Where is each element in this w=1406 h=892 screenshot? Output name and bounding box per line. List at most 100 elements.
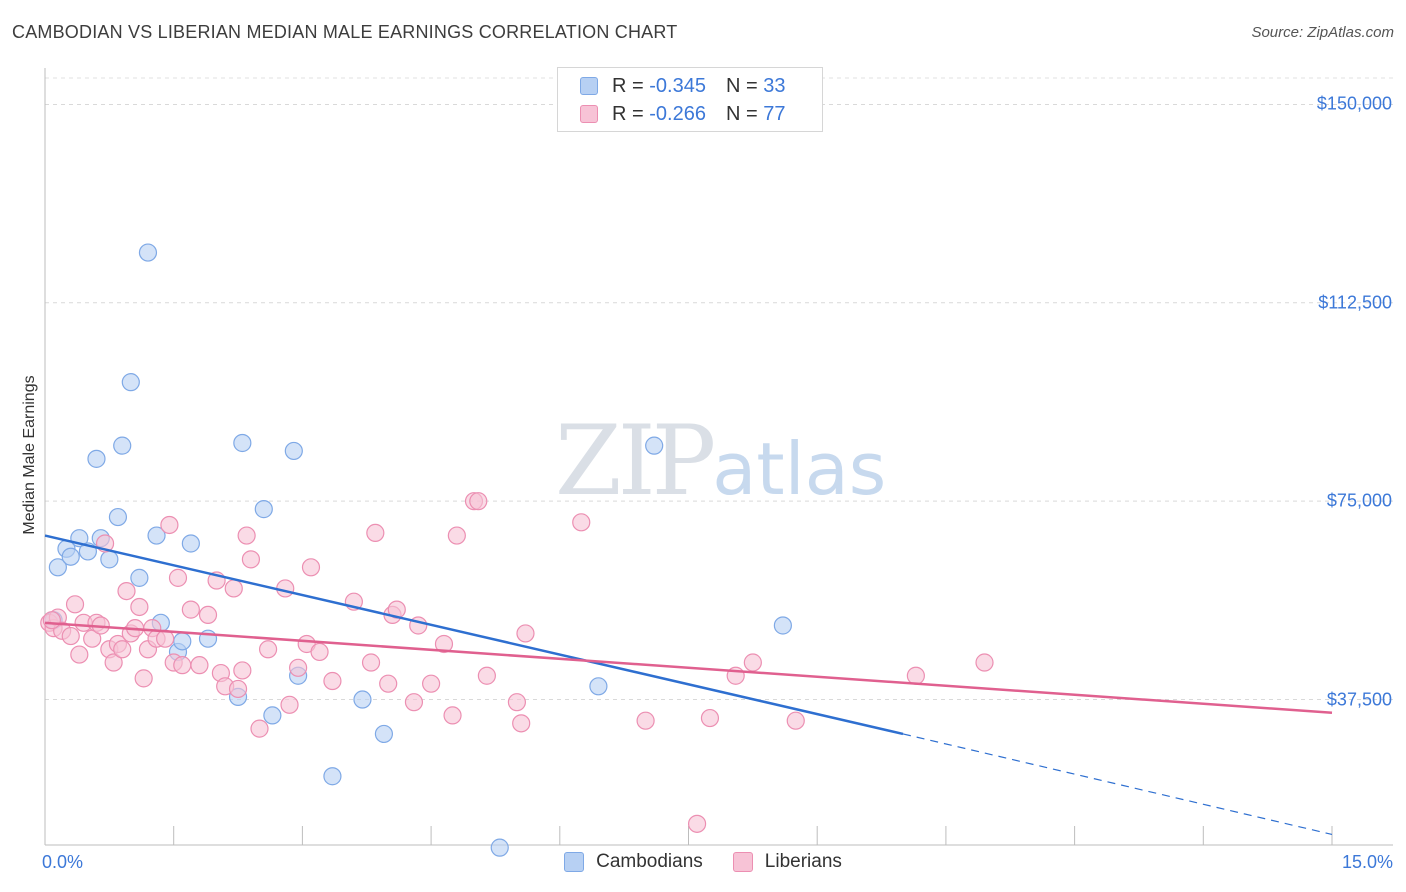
liberian-point-46 [301, 558, 321, 577]
liberian-point-70 [700, 708, 720, 728]
watermark: ZIPatlas [555, 405, 886, 517]
watermark-atlas: atlas [712, 427, 887, 511]
legend-row-liberians: R = -0.266 N = 77 [580, 100, 785, 128]
liberian-point-39 [241, 550, 261, 569]
liberian-point-60 [447, 526, 466, 545]
liberian-point-69 [687, 814, 707, 833]
cambodian-point-9 [108, 507, 128, 527]
cambodian-trend-extension [902, 733, 1333, 836]
legend-n-label: N = [725, 102, 758, 125]
series-legend: Cambodians Liberians [0, 851, 1406, 873]
source-label: Source: ZipAtlas.com [1251, 24, 1394, 41]
legend-item-cambodians[interactable]: Cambodians [564, 851, 703, 873]
liberian-point-50 [361, 653, 381, 672]
liberian-point-35 [224, 579, 243, 598]
liberian-point-67 [572, 513, 591, 532]
legend-n-label: N = [725, 74, 758, 97]
liberian-point-5 [65, 595, 85, 614]
cambodian-point-22 [254, 500, 273, 519]
y-tick-label-0: $150,000 [1316, 93, 1392, 114]
liberian-point-51 [366, 523, 385, 543]
liberian-point-29 [181, 600, 200, 619]
liberian-point-58 [434, 634, 454, 654]
liberian-point-13 [104, 653, 123, 672]
liberian-point-27 [168, 568, 188, 587]
liberian-point-57 [422, 674, 441, 693]
cambodian-trend-line [44, 534, 904, 736]
legend-row-cambodians: R = -0.345 N = 33 [580, 72, 785, 100]
liberian-point-37 [233, 661, 252, 680]
cambodian-point-26 [323, 767, 342, 786]
cambodian-point-12 [130, 568, 149, 587]
y-tick-label-3: $37,500 [1326, 689, 1392, 710]
legend-item-liberians[interactable]: Liberians [732, 851, 842, 873]
liberian-point-38 [237, 526, 256, 545]
liberian-point-62 [469, 492, 488, 511]
liberian-point-52 [379, 674, 398, 693]
liberian-point-25 [160, 515, 179, 535]
y-tick-label-1: $112,500 [1318, 292, 1392, 313]
x-tick-min: 0.0% [42, 852, 84, 872]
y-tick-label-2: $75,000 [1326, 490, 1392, 511]
liberian-point-4 [61, 626, 80, 646]
cambodian-point-1 [48, 558, 67, 577]
liberian-point-47 [310, 642, 329, 662]
liberian-point-65 [512, 714, 531, 733]
cambodian-point-18 [181, 534, 200, 553]
legend-r-label: R = [612, 74, 644, 97]
legend-label-liberians: Liberians [764, 851, 842, 872]
cambodian-point-21 [233, 433, 252, 453]
liberian-point-20 [134, 669, 153, 688]
watermark-zip: ZIP [555, 405, 716, 517]
cambodian-point-13 [138, 243, 158, 262]
liberian-point-63 [477, 666, 496, 685]
liberian-point-28 [173, 656, 192, 675]
chart-title: CAMBODIAN VS LIBERIAN MEDIAN MALE EARNIN… [12, 22, 678, 42]
cambodian-point-14 [147, 526, 166, 545]
liberian-point-73 [786, 711, 805, 730]
legend-r-value: -0.266 [649, 102, 706, 125]
liberian-point-55 [404, 693, 424, 712]
cambodian-point-3 [61, 547, 80, 566]
liberian-point-72 [743, 653, 762, 672]
liberian-point-19 [130, 597, 149, 617]
liberian-point-15 [113, 640, 132, 659]
liberian-point-36 [228, 679, 248, 699]
legend-n-value: 77 [763, 102, 786, 125]
liberian-point-68 [636, 711, 655, 730]
liberian-point-6 [70, 645, 89, 664]
legend-r-label: R = [612, 102, 644, 125]
x-tick-max: 15.0% [1341, 852, 1393, 872]
legend-swatch-liberians [732, 852, 753, 872]
cambodian-point-23 [263, 706, 282, 725]
legend-n-value: 33 [763, 74, 786, 97]
stats-legend: R = -0.345 N = 33 R = -0.266 N = 77 [557, 67, 823, 132]
liberian-point-41 [258, 640, 278, 659]
liberian-point-31 [198, 605, 218, 625]
liberian-point-66 [516, 624, 535, 643]
liberian-point-74 [906, 666, 925, 685]
legend-label-cambodians: Cambodians [596, 851, 703, 872]
cambodian-point-29 [490, 838, 509, 857]
liberian-point-64 [507, 693, 527, 712]
liberian-point-16 [117, 581, 136, 601]
cambodian-point-8 [100, 550, 119, 569]
legend-r-value: -0.345 [649, 74, 706, 97]
liberian-point-76 [42, 611, 61, 630]
liberian-point-30 [190, 656, 209, 675]
cambodian-point-17 [173, 632, 192, 651]
cambodian-point-30 [589, 677, 608, 696]
cambodian-point-10 [113, 436, 132, 455]
liberian-point-44 [289, 658, 308, 677]
cambodian-point-24 [284, 441, 303, 461]
cambodian-point-11 [121, 373, 140, 392]
legend-swatch-cambodians [580, 77, 598, 95]
legend-swatch-cambodians [564, 852, 585, 872]
legend-swatch-liberians [580, 105, 598, 123]
cambodian-point-31 [645, 436, 664, 455]
liberian-trend-line [44, 621, 1333, 715]
liberian-point-43 [280, 695, 299, 714]
liberian-point-75 [975, 653, 994, 672]
cambodian-point-32 [773, 616, 792, 635]
